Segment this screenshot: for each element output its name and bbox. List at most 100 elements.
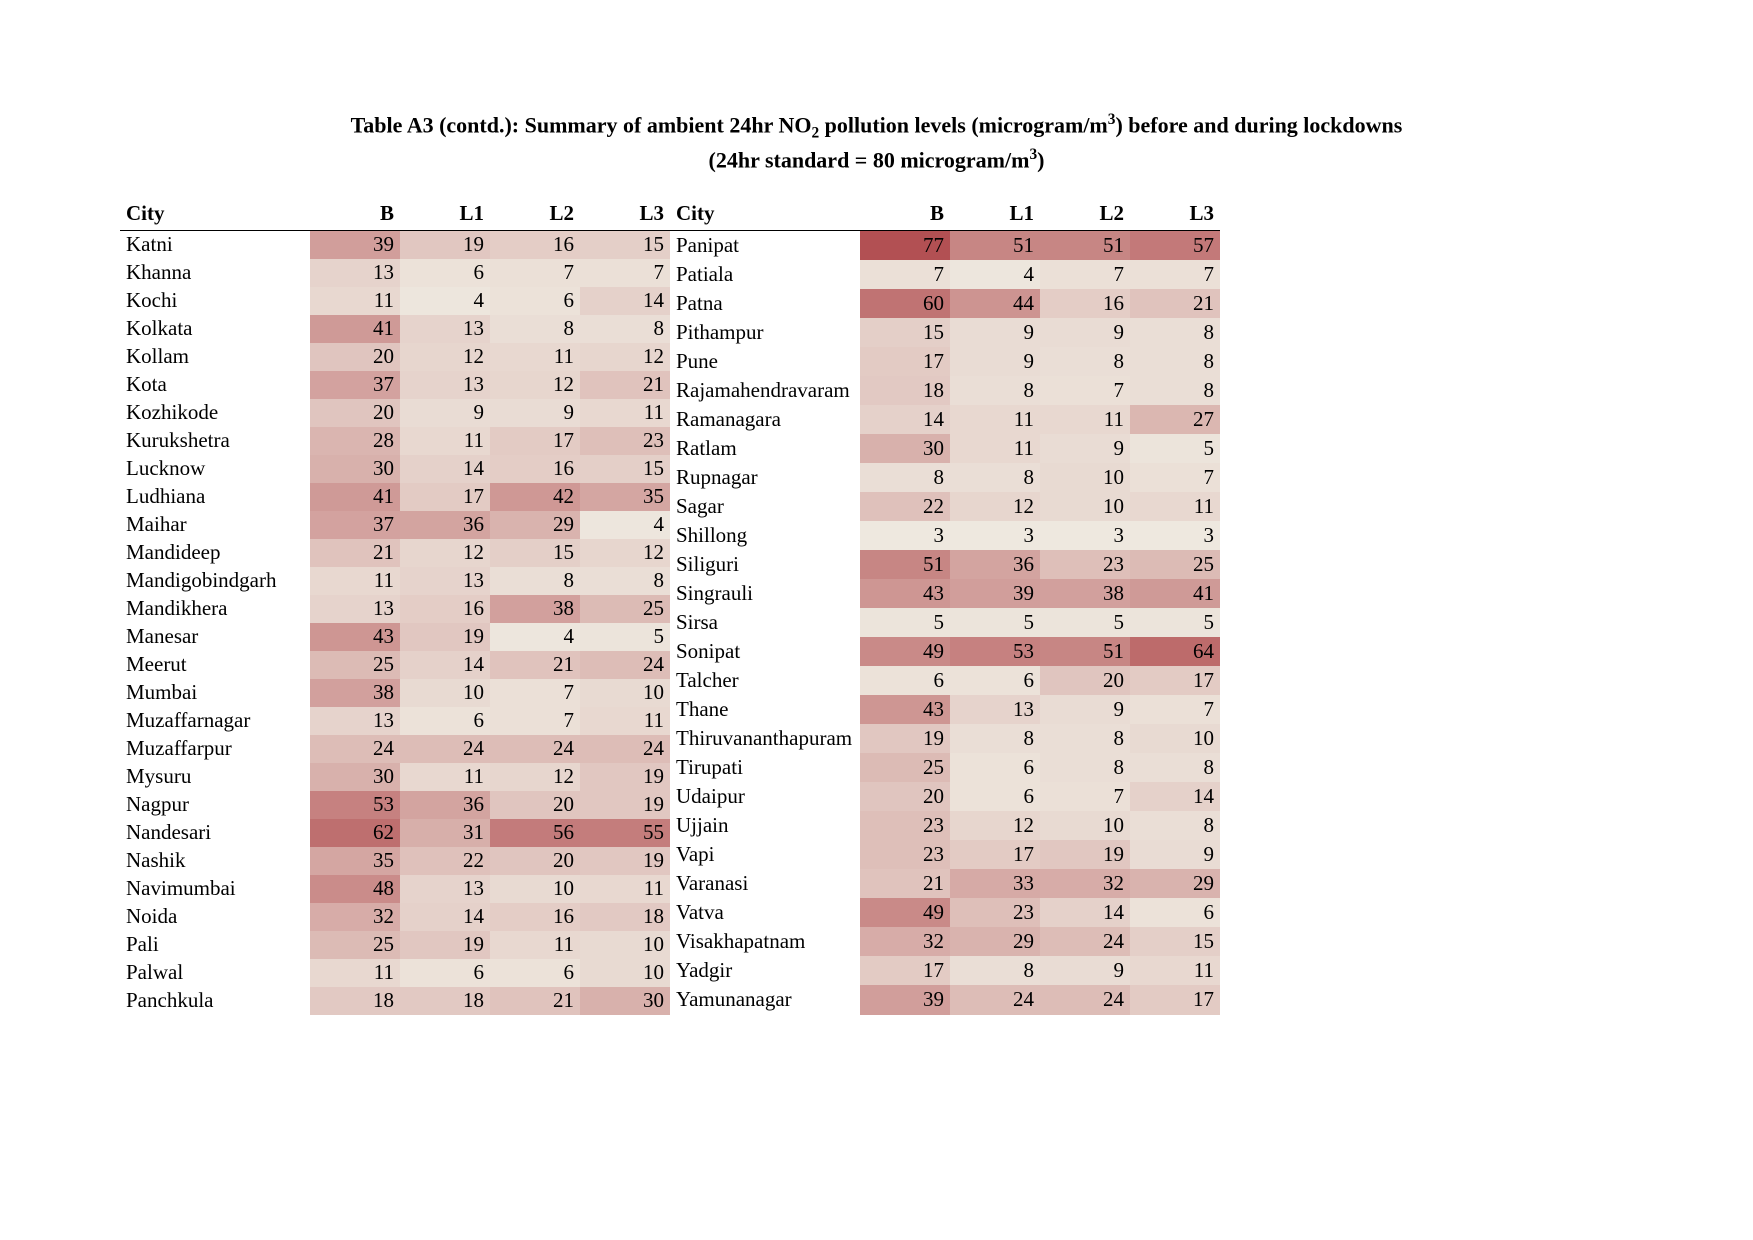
table-row: Sirsa5555 [670, 608, 1220, 637]
cell-l3: 15 [1130, 927, 1220, 956]
cell-l2: 7 [490, 707, 580, 735]
cell-l3: 18 [580, 903, 670, 931]
cell-city: Muzaffarpur [120, 735, 310, 763]
cell-city: Lucknow [120, 455, 310, 483]
cell-city: Panipat [670, 230, 860, 260]
cell-l1: 24 [400, 735, 490, 763]
cell-l3: 8 [1130, 318, 1220, 347]
cell-city: Muzaffarnagar [120, 707, 310, 735]
cell-l3: 19 [580, 847, 670, 875]
cell-city: Patiala [670, 260, 860, 289]
cell-city: Kolkata [120, 315, 310, 343]
cell-l2: 24 [1040, 985, 1130, 1014]
table-row: Ujjain2312108 [670, 811, 1220, 840]
table-title: Table A3 (contd.): Summary of ambient 24… [120, 110, 1633, 175]
cell-l1: 6 [400, 707, 490, 735]
cell-city: Ludhiana [120, 483, 310, 511]
cell-city: Kota [120, 371, 310, 399]
cell-b: 48 [310, 875, 400, 903]
cell-city: Rupnagar [670, 463, 860, 492]
cell-l1: 12 [950, 811, 1040, 840]
cell-b: 32 [310, 903, 400, 931]
cell-b: 49 [860, 637, 950, 666]
cell-l2: 6 [490, 959, 580, 987]
cell-b: 35 [310, 847, 400, 875]
cell-b: 38 [310, 679, 400, 707]
cell-l2: 11 [1040, 405, 1130, 434]
table-row: Yamunanagar39242417 [670, 985, 1220, 1014]
col-l1: L1 [950, 197, 1040, 231]
col-b: B [310, 197, 400, 231]
cell-l1: 6 [950, 782, 1040, 811]
cell-b: 25 [310, 651, 400, 679]
cell-l1: 4 [950, 260, 1040, 289]
cell-l1: 36 [400, 791, 490, 819]
cell-l3: 11 [1130, 956, 1220, 985]
cell-l2: 7 [490, 679, 580, 707]
cell-b: 28 [310, 427, 400, 455]
cell-b: 39 [860, 985, 950, 1014]
cell-l1: 8 [950, 956, 1040, 985]
cell-l1: 19 [400, 931, 490, 959]
header-row: City B L1 L2 L3 [120, 197, 670, 231]
cell-city: Ramanagara [670, 405, 860, 434]
cell-city: Kollam [120, 343, 310, 371]
cell-l3: 24 [580, 735, 670, 763]
cell-l1: 14 [400, 651, 490, 679]
table-row: Ramanagara14111127 [670, 405, 1220, 434]
cell-l1: 4 [400, 287, 490, 315]
cell-city: Rajamahendravaram [670, 376, 860, 405]
cell-b: 39 [310, 230, 400, 259]
cell-city: Kurukshetra [120, 427, 310, 455]
cell-l3: 7 [1130, 260, 1220, 289]
cell-l3: 21 [1130, 289, 1220, 318]
cell-l2: 20 [1040, 666, 1130, 695]
cell-l2: 56 [490, 819, 580, 847]
cell-l3: 23 [580, 427, 670, 455]
cell-b: 51 [860, 550, 950, 579]
cell-l1: 8 [950, 724, 1040, 753]
cell-l2: 24 [1040, 927, 1130, 956]
cell-city: Ujjain [670, 811, 860, 840]
cell-l3: 8 [580, 315, 670, 343]
table-row: Thiruvananthapuram198810 [670, 724, 1220, 753]
cell-city: Manesar [120, 623, 310, 651]
data-table-right: City B L1 L2 L3 Panipat77515157Patiala74… [670, 197, 1220, 1015]
table-row: Mandigobindgarh111388 [120, 567, 670, 595]
cell-city: Kozhikode [120, 399, 310, 427]
cell-l3: 12 [580, 343, 670, 371]
cell-city: Sirsa [670, 608, 860, 637]
cell-l2: 21 [490, 987, 580, 1015]
cell-l2: 38 [1040, 579, 1130, 608]
cell-l3: 15 [580, 230, 670, 259]
cell-l1: 13 [400, 315, 490, 343]
cell-city: Yadgir [670, 956, 860, 985]
cell-b: 49 [860, 898, 950, 927]
cell-l3: 11 [580, 875, 670, 903]
cell-l3: 57 [1130, 230, 1220, 260]
cell-l3: 10 [580, 679, 670, 707]
cell-b: 21 [860, 869, 950, 898]
cell-city: Sagar [670, 492, 860, 521]
cell-l3: 8 [1130, 347, 1220, 376]
cell-b: 30 [310, 763, 400, 791]
table-row: Panipat77515157 [670, 230, 1220, 260]
cell-city: Pithampur [670, 318, 860, 347]
cell-b: 24 [310, 735, 400, 763]
cell-l2: 8 [490, 567, 580, 595]
table-row: Maihar3736294 [120, 511, 670, 539]
cell-l3: 35 [580, 483, 670, 511]
col-l2: L2 [1040, 197, 1130, 231]
cell-l1: 36 [950, 550, 1040, 579]
cell-l2: 9 [1040, 434, 1130, 463]
cell-l2: 38 [490, 595, 580, 623]
col-l3: L3 [1130, 197, 1220, 231]
table-row: Katni39191615 [120, 230, 670, 259]
cell-l3: 5 [1130, 608, 1220, 637]
table-row: Ludhiana41174235 [120, 483, 670, 511]
cell-l3: 14 [1130, 782, 1220, 811]
table-row: Mumbai3810710 [120, 679, 670, 707]
cell-b: 17 [860, 956, 950, 985]
cell-l3: 19 [580, 763, 670, 791]
cell-b: 15 [860, 318, 950, 347]
